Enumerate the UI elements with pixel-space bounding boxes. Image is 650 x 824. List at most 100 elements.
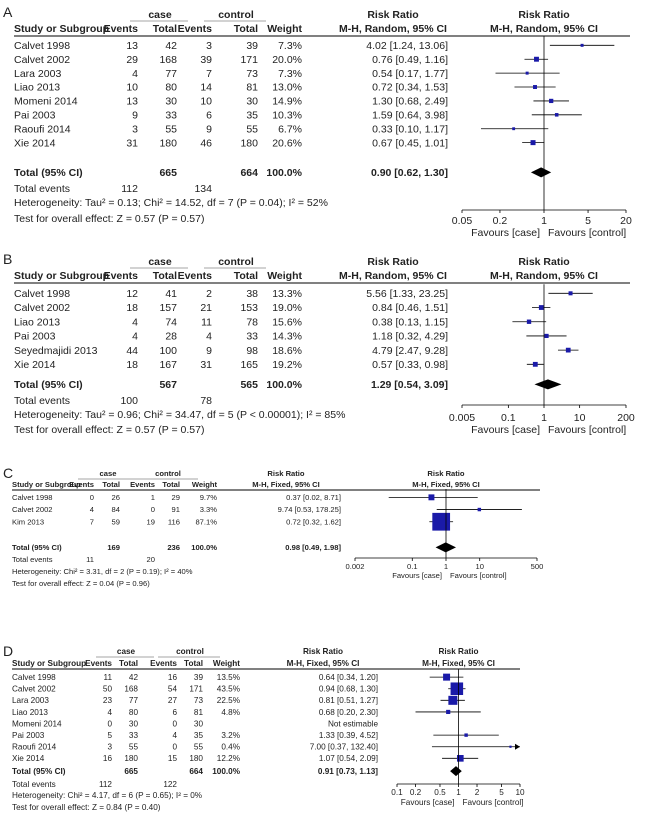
- point-estimate: [464, 733, 468, 737]
- header-weight: Weight: [213, 659, 240, 668]
- ci-value: 4.02 [1.24, 13.06]: [366, 40, 448, 52]
- point-estimate: [428, 494, 435, 501]
- favours-left: Favours [case]: [392, 571, 442, 580]
- total-case: 55: [165, 123, 177, 135]
- ci-value: 1.07 [0.54, 2.09]: [319, 754, 378, 763]
- header-weight: Weight: [267, 270, 302, 282]
- x-tick-label: 1: [456, 788, 461, 797]
- group-label-control: control: [155, 469, 181, 478]
- x-tick-label: 0.002: [345, 562, 364, 571]
- events-control: 9: [206, 345, 212, 357]
- events-control: 27: [168, 696, 178, 705]
- group-label-control: control: [218, 9, 254, 21]
- total-case: 33: [129, 731, 139, 740]
- weight-value: 15.6%: [272, 316, 302, 328]
- events-control: 9: [206, 123, 212, 135]
- events-case: 44: [126, 345, 138, 357]
- total-control: 81: [194, 708, 204, 717]
- events-control: 2: [206, 288, 212, 300]
- point-estimate: [565, 347, 571, 353]
- total-events-label: Total events: [14, 395, 70, 407]
- events-control: 0: [172, 719, 177, 728]
- x-tick-label: 1: [541, 412, 547, 424]
- events-case: 4: [132, 316, 138, 328]
- total-case: 30: [165, 96, 177, 108]
- events-control: 7: [206, 68, 212, 80]
- total-n-case: 567: [159, 379, 177, 391]
- events-control: 0: [172, 743, 177, 752]
- total-case: 77: [165, 68, 177, 80]
- events-control: 21: [200, 302, 212, 314]
- weight-value: 14.3%: [272, 331, 302, 343]
- group-label-case: case: [148, 256, 172, 268]
- total-case: 41: [165, 288, 177, 300]
- x-tick-label: 0.1: [407, 562, 418, 571]
- events-control: 31: [200, 359, 212, 371]
- weight-value: 4.8%: [221, 708, 240, 717]
- plot-title: Risk Ratio: [427, 469, 464, 478]
- point-estimate: [538, 305, 544, 310]
- ci-value: 0.72 [0.32, 1.62]: [286, 517, 341, 526]
- total-control: 81: [246, 82, 258, 94]
- events-control: 46: [200, 137, 212, 149]
- forest-plot-c: C case control Risk Ratio Risk Ratio Study o…: [0, 465, 650, 625]
- total-events-case: 112: [121, 183, 138, 195]
- total-control: 98: [246, 345, 258, 357]
- total-control: 55: [246, 123, 258, 135]
- x-tick-label: 0.05: [452, 215, 473, 227]
- total-control: 30: [194, 719, 204, 728]
- favours-left: Favours [case]: [471, 424, 540, 436]
- overall-effect-text: Test for overall effect: Z = 0.57 (P = 0…: [14, 424, 204, 436]
- total-events-control: 78: [200, 395, 212, 407]
- header-plot-method: M-H, Random, 95% CI: [490, 270, 598, 282]
- study-name: Calvet 2002: [14, 302, 70, 314]
- events-case: 0: [90, 493, 94, 502]
- point-estimate: [532, 361, 538, 367]
- pooled-diamond: [534, 379, 562, 390]
- point-estimate: [512, 127, 516, 131]
- point-estimate: [477, 507, 482, 512]
- total-ci: 1.29 [0.54, 3.09]: [371, 379, 448, 391]
- total-control: 35: [194, 731, 204, 740]
- x-tick-label: 0.2: [493, 215, 508, 227]
- header-rr-method: M-H, Fixed, 95% CI: [287, 659, 360, 668]
- ci-value: 0.81 [0.51, 1.27]: [319, 696, 378, 705]
- x-tick-label: 10: [475, 562, 483, 571]
- study-name: Momeni 2014: [14, 96, 78, 108]
- events-case: 29: [126, 54, 138, 66]
- favours-right: Favours [control]: [450, 571, 507, 580]
- total-n-case: 665: [124, 767, 138, 776]
- events-control: 4: [172, 731, 177, 740]
- weight-value: 20.6%: [272, 137, 302, 149]
- point-estimate: [509, 745, 512, 748]
- total-weight: 100.0%: [266, 167, 302, 179]
- ci-arrow: [515, 743, 520, 750]
- total-events-label: Total events: [14, 183, 70, 195]
- weight-value: 3.3%: [200, 505, 218, 514]
- header-events-control: Events: [178, 23, 213, 35]
- point-estimate: [554, 113, 559, 117]
- point-estimate: [534, 56, 539, 62]
- point-estimate: [530, 140, 536, 146]
- ci-value: 1.30 [0.68, 2.49]: [372, 96, 448, 108]
- total-control: 165: [240, 359, 258, 371]
- x-tick-label: 10: [515, 788, 525, 797]
- header-rr-method: M-H, Fixed, 95% CI: [252, 480, 320, 489]
- ci-value: 0.94 [0.68, 1.30]: [319, 685, 378, 694]
- events-case: 4: [132, 331, 138, 343]
- ci-value: 1.18 [0.32, 4.29]: [372, 331, 448, 343]
- total-control: 30: [246, 96, 258, 108]
- total-control: 55: [194, 743, 204, 752]
- events-case: 18: [126, 359, 138, 371]
- ci-value: 4.79 [2.47, 9.28]: [372, 345, 448, 357]
- rr-column-title: Risk Ratio: [367, 256, 418, 268]
- total-case: 26: [112, 493, 120, 502]
- total-control: 171: [189, 685, 203, 694]
- point-estimate: [568, 291, 573, 296]
- study-name: Calvet 2002: [12, 505, 53, 514]
- header-plot-method: M-H, Fixed, 95% CI: [422, 659, 495, 668]
- point-estimate: [549, 98, 554, 104]
- header-total-case: Total: [153, 270, 177, 282]
- rr-column-title: Risk Ratio: [367, 9, 418, 21]
- weight-value: 22.5%: [217, 696, 240, 705]
